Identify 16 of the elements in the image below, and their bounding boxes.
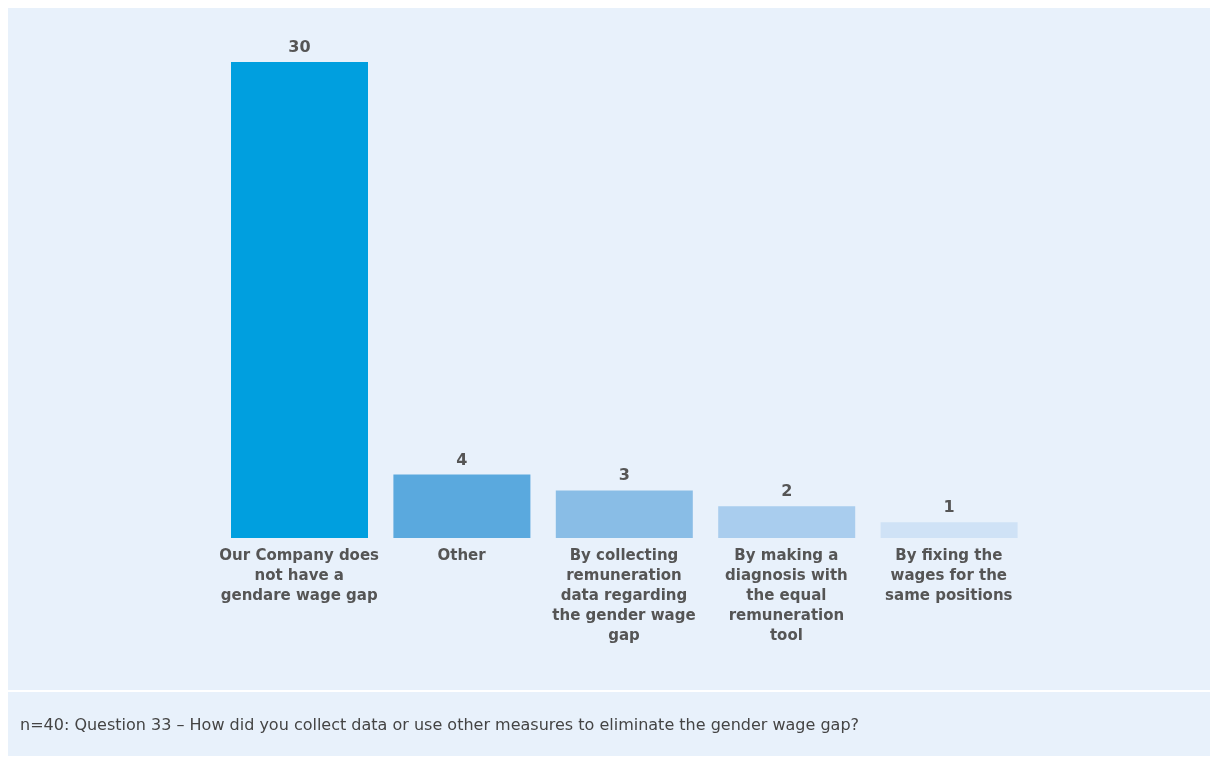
bar (880, 522, 1018, 538)
data-label: 4 (456, 449, 468, 469)
data-label: 30 (288, 37, 311, 56)
x-tick-label: By making a diagnosis with the equal remuneration tool (725, 546, 848, 644)
bar (718, 506, 856, 538)
x-tick-label: By collecting remuneration data regarding the gender wage gap (552, 546, 696, 644)
data-label: 3 (618, 465, 630, 485)
x-tick-label: Other (437, 546, 487, 564)
bar (231, 62, 368, 538)
data-label: 2 (781, 481, 793, 501)
x-tick-label: By fixing the wages for the same positions (885, 546, 1013, 604)
data-label: 1 (943, 497, 955, 517)
bar (555, 490, 693, 538)
bar (393, 474, 531, 538)
x-tick-label: Our Company does not have a gendare wage gap (219, 546, 380, 604)
text: n=40: Question 33 – How did you collect data or use other measures to eliminate the gender wage gap? (20, 714, 860, 734)
